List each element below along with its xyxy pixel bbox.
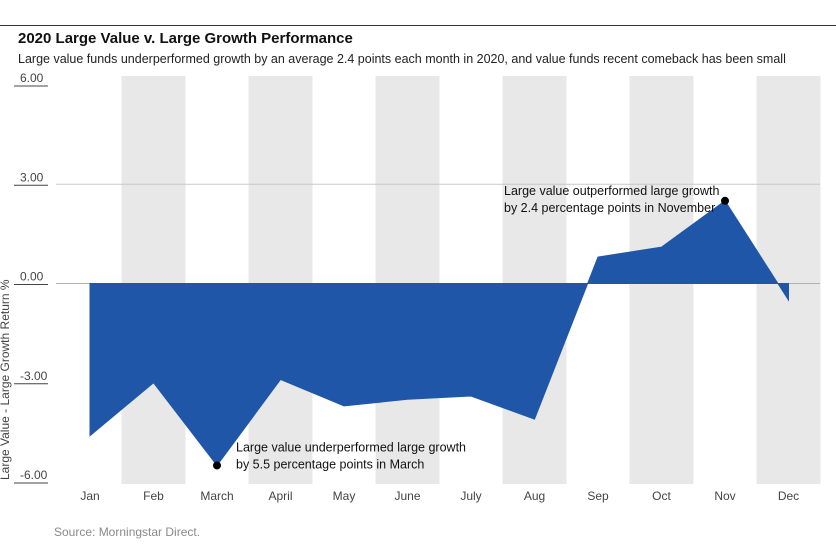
y-axis-label: Large Value - Large Growth Return % — [0, 279, 12, 480]
x-tick-label: May — [333, 489, 356, 503]
y-tick-label: -3.00 — [20, 369, 48, 383]
band-june — [375, 76, 440, 484]
band-aug — [502, 76, 567, 484]
annotation-text: Large value outperformed large growth — [504, 184, 719, 198]
band-april — [248, 76, 313, 484]
y-tick-label: 3.00 — [20, 170, 44, 184]
annotations: Large value underperformed large growth b… — [213, 184, 729, 471]
y-tick-label: 0.00 — [20, 270, 44, 284]
area-fill — [89, 200, 789, 467]
y-tick-label: -6.00 — [20, 468, 48, 482]
x-tick-label: Sep — [587, 489, 609, 503]
x-tick-label: June — [394, 489, 420, 503]
area-series — [89, 200, 789, 467]
annotation-text: Large value underperformed large growth — [236, 440, 466, 454]
x-tick-label: Nov — [714, 489, 735, 503]
x-tick-label: April — [268, 489, 292, 503]
annotation-text: by 2.4 percentage points in November — [504, 201, 715, 215]
chart-subtitle: Large value funds underperformed growth … — [18, 52, 786, 66]
x-tick-label: Dec — [778, 489, 799, 503]
column-bands — [121, 76, 821, 484]
source-note: Source: Morningstar Direct. — [54, 525, 201, 539]
annotation-point — [213, 461, 221, 470]
x-tick-label: Jan — [80, 489, 99, 503]
annotation-point — [721, 196, 729, 205]
x-tick-label: Aug — [524, 489, 545, 503]
y-tick-labels: 6.00 3.00 0.00 -3.00 -6.00 — [14, 71, 48, 484]
x-tick-label: July — [460, 489, 481, 503]
band-feb — [121, 76, 186, 484]
top-rule — [0, 25, 836, 26]
x-tick-labels: Jan Feb March April May June July Aug Sep Oct Nov D… — [80, 489, 799, 503]
x-tick-label: March — [200, 489, 233, 503]
x-tick-label: Oct — [652, 489, 671, 503]
annotation-text: by 5.5 percentage points in March — [236, 457, 424, 471]
y-tick-label: 6.00 — [20, 71, 44, 85]
chart-title: 2020 Large Value v. Large Growth Perform… — [18, 30, 353, 47]
x-tick-label: Feb — [143, 489, 164, 503]
